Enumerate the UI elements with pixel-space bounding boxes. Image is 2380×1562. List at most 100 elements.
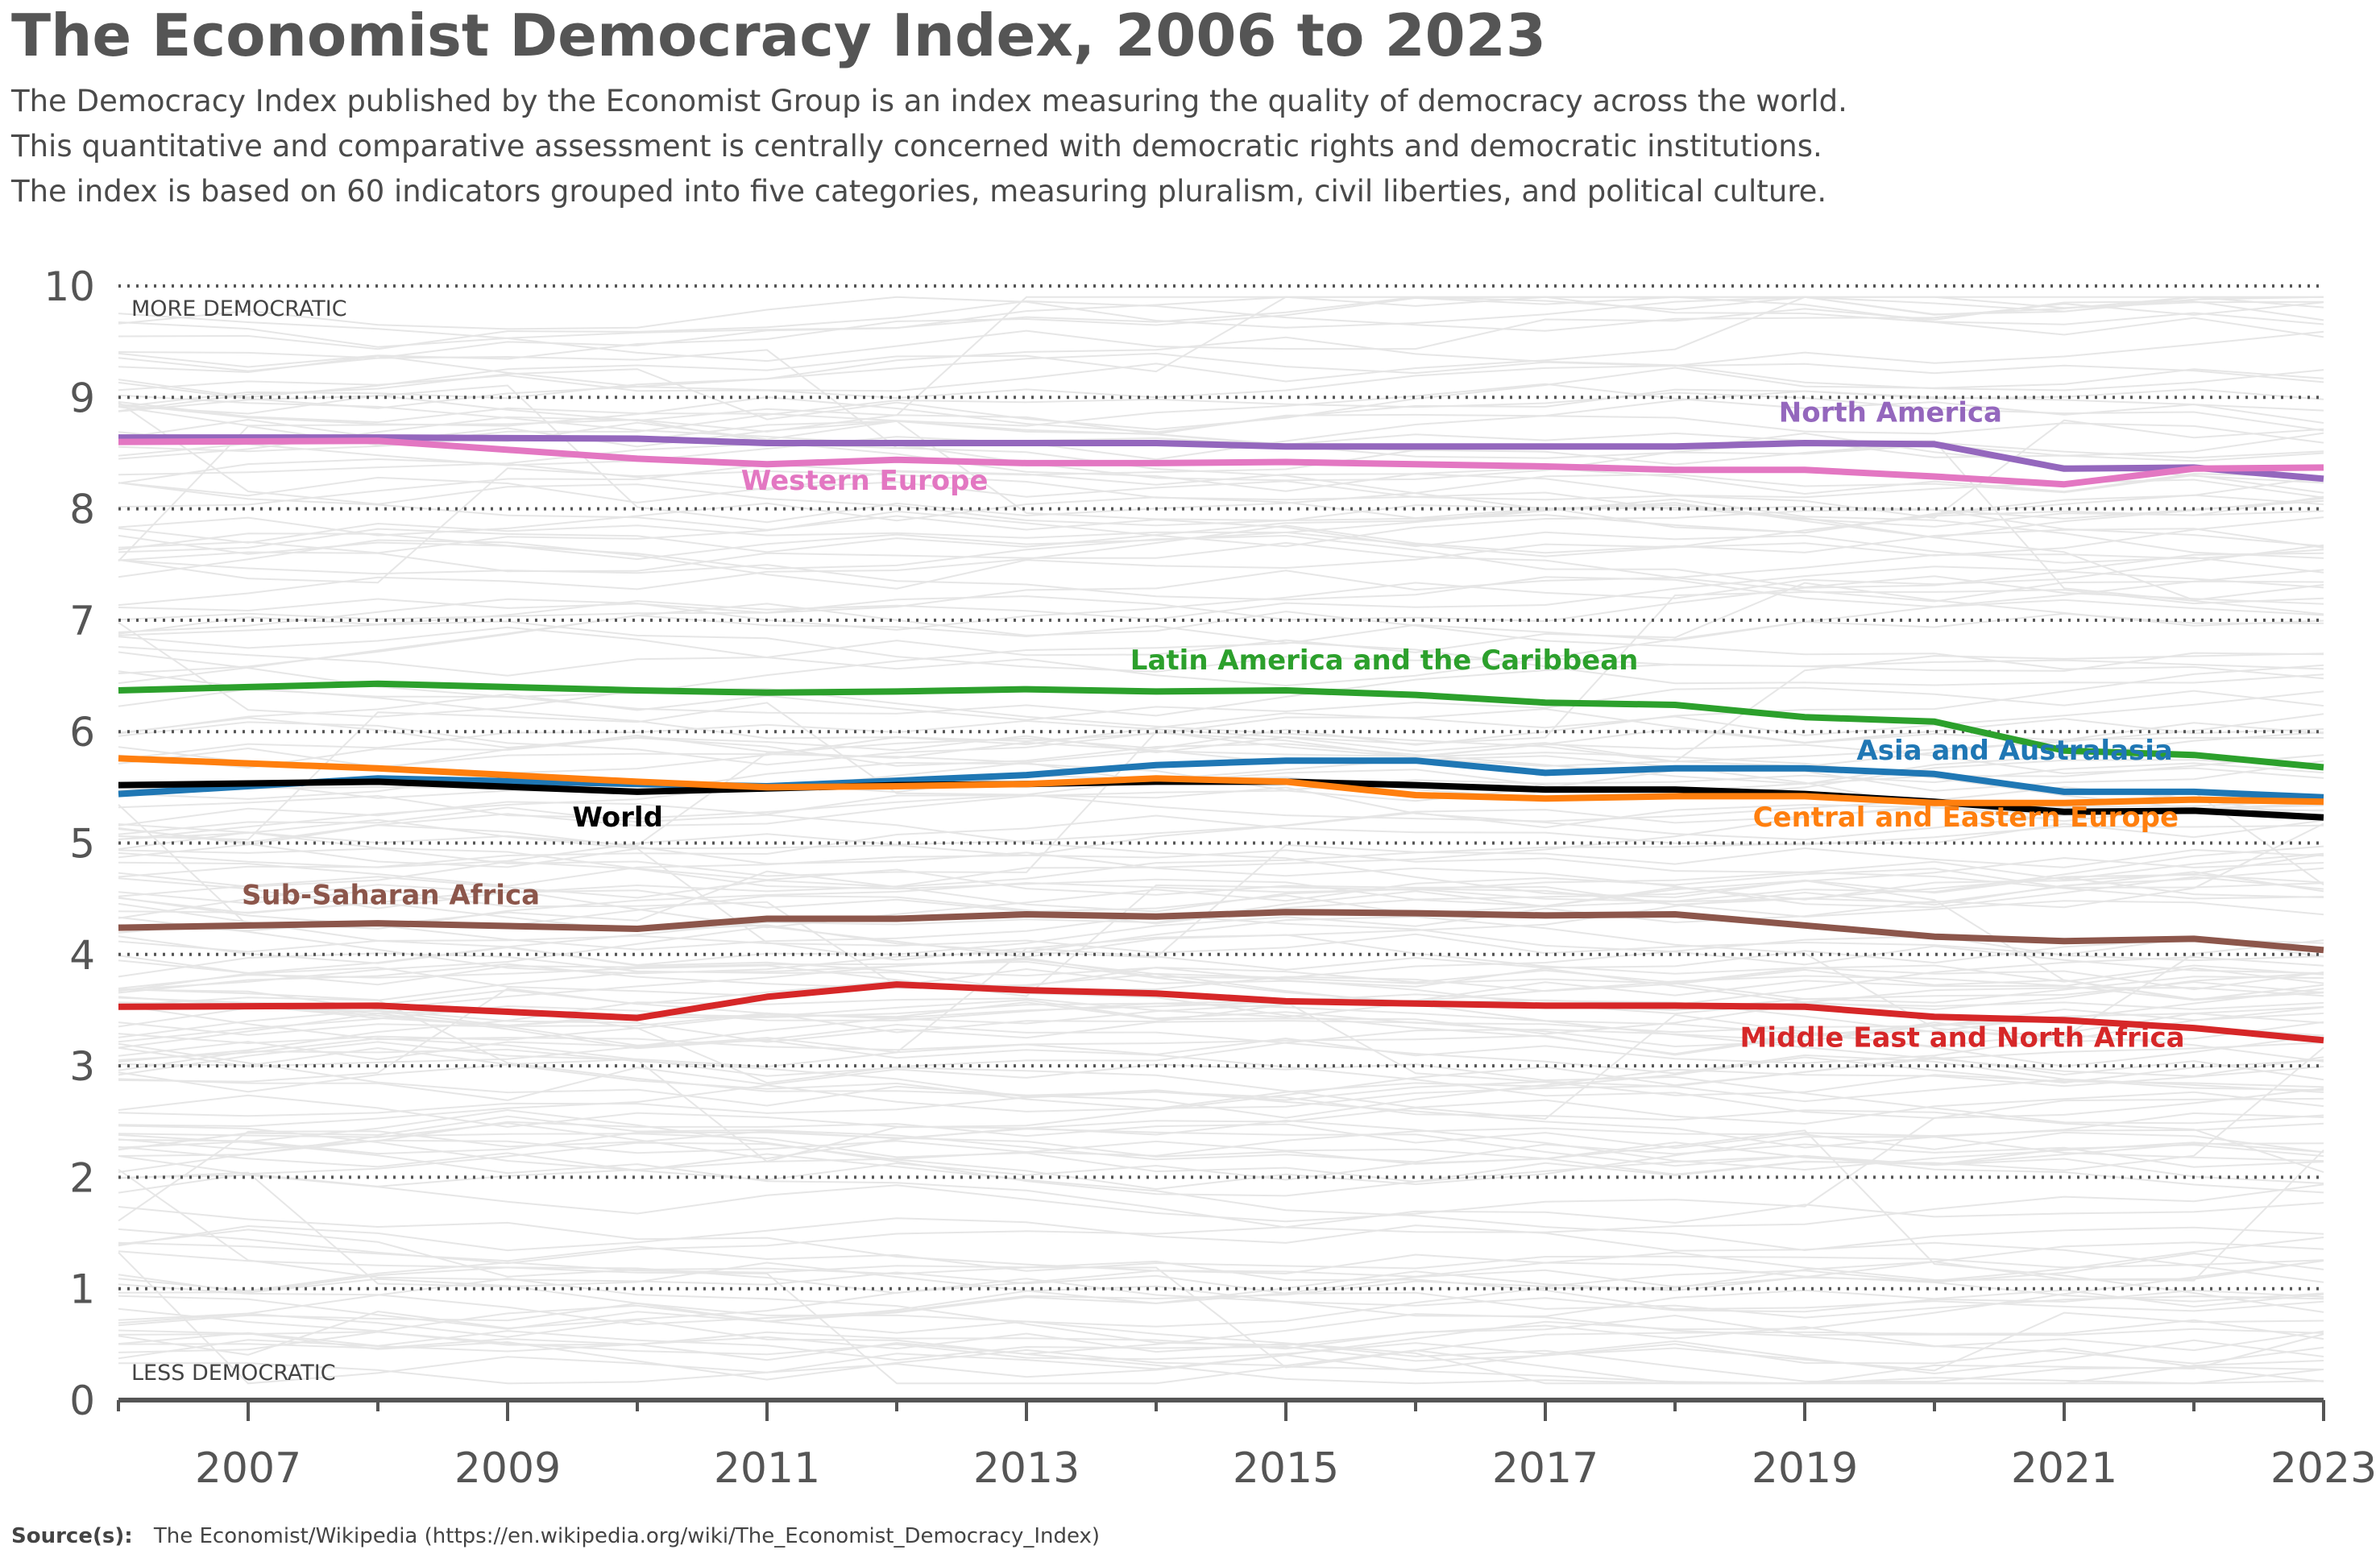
background-line: [118, 713, 2324, 763]
y-tick-label: 0: [69, 1378, 95, 1424]
background-line: [118, 1133, 2324, 1183]
background-line: [118, 955, 2324, 1063]
background-line: [118, 383, 2324, 427]
background-line: [118, 806, 2324, 898]
series-label: Middle East and North Africa: [1740, 1022, 2185, 1054]
series-label: Central and Eastern Europe: [1753, 802, 2179, 834]
series-label: Latin America and the Caribbean: [1130, 644, 1639, 677]
background-line: [118, 441, 2324, 508]
y-tick-label: 1: [69, 1266, 95, 1313]
background-line: [118, 939, 2324, 1067]
chart-subtitle: The Democracy Index published by the Eco…: [11, 79, 2348, 214]
series-label: World: [573, 802, 663, 834]
background-line: [118, 755, 2324, 841]
background-line: [118, 1313, 2324, 1361]
background-line: [118, 827, 2324, 971]
background-line: [118, 300, 2324, 363]
series-labels: North America Western Europe Latin America…: [242, 397, 2185, 1054]
background-line: [118, 1128, 2324, 1222]
series-line: [118, 909, 2324, 954]
background-line: [118, 803, 2324, 887]
background-line: [118, 1250, 2324, 1385]
background-line: [118, 702, 2324, 841]
background-line: [118, 686, 2324, 735]
source-text: The Economist/Wikipedia (https://en.wiki…: [153, 1524, 1101, 1548]
x-tick-label: 2021: [2011, 1444, 2117, 1493]
background-line: [118, 957, 2324, 1006]
chart-title: The Economist Democracy Index, 2006 to 2…: [11, 2, 1546, 69]
x-tick-label: 2009: [454, 1444, 561, 1493]
y-tick-label: 7: [69, 598, 95, 644]
subtitle-line-3: The index is based on 60 indicators grou…: [11, 174, 1827, 209]
background-line: [118, 721, 2324, 766]
background-line: [118, 1217, 2324, 1283]
background-line: [118, 819, 2324, 899]
background-line: [118, 952, 2324, 1001]
background-line: [118, 330, 2324, 400]
background-line: [118, 1237, 2324, 1327]
background-line: [118, 1278, 2324, 1365]
background-line: [118, 349, 2324, 528]
background-line: [118, 1262, 2324, 1356]
background-line: [118, 731, 2324, 877]
background-line: [118, 388, 2324, 466]
y-tick-label: 6: [69, 709, 95, 756]
y-tick-label: 9: [69, 375, 95, 421]
background-line: [118, 296, 2324, 330]
background-line: [118, 877, 2324, 1001]
background-line: [118, 856, 2324, 901]
background-line: [118, 980, 2324, 1083]
background-line: [118, 988, 2324, 1119]
background-line: [118, 988, 2324, 1056]
background-line: [118, 946, 2324, 1015]
background-line: [118, 786, 2324, 841]
background-line: [118, 1133, 2324, 1233]
x-tick-label: 2017: [1492, 1444, 1598, 1493]
background-line: [118, 296, 2324, 368]
x-tick-label: 2013: [973, 1444, 1080, 1493]
background-line: [118, 495, 2324, 590]
source-label: Source(s):: [11, 1524, 133, 1548]
background-line: [118, 296, 2324, 399]
more-democratic-label: MORE DEMOCRATIC: [131, 296, 347, 321]
background-line: [118, 603, 2324, 685]
background-line: [118, 1329, 2324, 1385]
less-democratic-label: LESS DEMOCRATIC: [131, 1361, 336, 1386]
background-line: [118, 1056, 2324, 1110]
background-line: [118, 1266, 2324, 1313]
x-tick-label: 2011: [714, 1444, 820, 1493]
series-line: [118, 755, 2324, 806]
background-line: [118, 392, 2324, 562]
background-line: [118, 524, 2324, 607]
background-line: [118, 902, 2324, 958]
subtitle-line-1: The Democracy Index published by the Eco…: [11, 84, 1847, 118]
series-label: Asia and Australasia: [1856, 735, 2172, 767]
background-line: [118, 1056, 2324, 1128]
background-line: [118, 975, 2324, 1025]
background-line: [118, 1019, 2324, 1084]
background-line: [118, 559, 2324, 608]
y-tick-label: 2: [69, 1154, 95, 1201]
background-line: [118, 831, 2324, 918]
background-line: [118, 1063, 2324, 1125]
background-line: [118, 394, 2324, 615]
series-lines: [118, 434, 2324, 1044]
source-line: Source(s): The Economist/Wikipedia (http…: [11, 1524, 1100, 1548]
background-line: [118, 743, 2324, 779]
background-line: [118, 1295, 2324, 1385]
background-line: [118, 1331, 2324, 1375]
x-tick-label: 2019: [1752, 1444, 1858, 1493]
subtitle-line-2: This quantitative and comparative assess…: [11, 129, 1822, 164]
background-line: [118, 1013, 2324, 1129]
country-background-lines: [118, 296, 2324, 1385]
series-label: North America: [1779, 397, 2002, 429]
democracy-index-chart: 0 1 2 3 4 5 6 7 8 9 10 2007 2009 2011 2013 2015 2017 2019…: [44, 263, 2377, 1493]
background-line: [118, 1228, 2324, 1312]
y-tick-label: 10: [44, 263, 95, 310]
series-line: [118, 680, 2324, 771]
background-line: [118, 1262, 2324, 1369]
background-line: [118, 926, 2324, 991]
background-line: [118, 626, 2324, 687]
background-line: [118, 1312, 2324, 1385]
series-label: Western Europe: [741, 465, 989, 497]
